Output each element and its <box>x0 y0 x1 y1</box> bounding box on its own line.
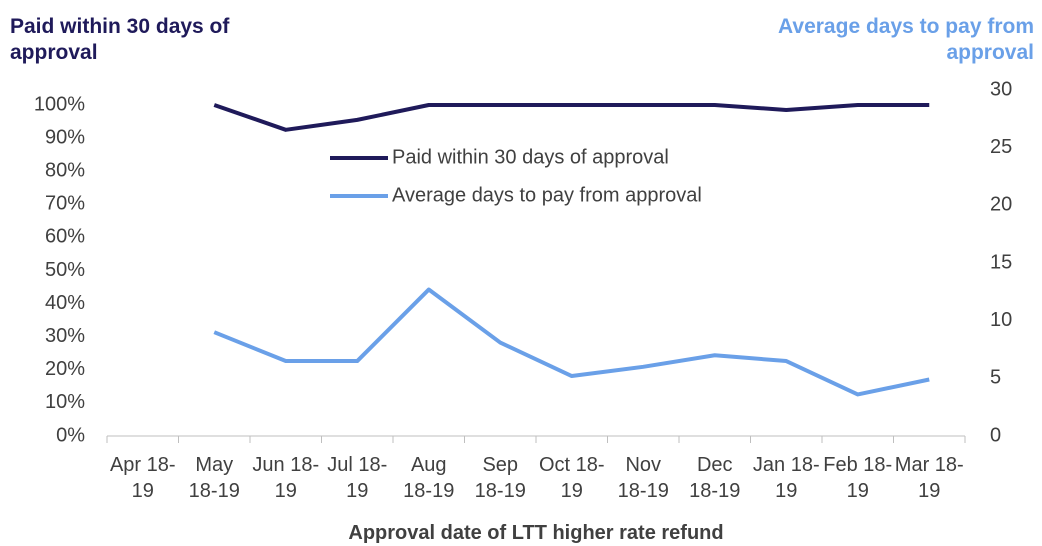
x-axis-title: Approval date of LTT higher rate refund <box>348 522 724 544</box>
x-tick-label: Aug 18-19 <box>403 454 455 502</box>
x-tick-label: Apr 18-19 <box>109 454 176 502</box>
y2-tick-label: 25 <box>990 136 1012 158</box>
y-tick-label: 50% <box>45 259 85 281</box>
y2-axis-title: Average days to pay from approval <box>778 15 1034 64</box>
series-line <box>213 287 930 397</box>
y2-tick-label: 5 <box>990 367 1001 389</box>
x-tick-label: Mar 18-19 <box>894 454 964 502</box>
x-tick-label: Jun 18-19 <box>252 454 320 502</box>
legend-label: Average days to pay from approval <box>392 184 702 206</box>
y-tick-label: 70% <box>45 193 85 215</box>
y-tick-label: 60% <box>45 226 85 248</box>
y-tick-label: 40% <box>45 292 85 314</box>
x-tick-label: Jan 18-19 <box>752 454 820 502</box>
y-tick-label: 20% <box>45 358 85 380</box>
x-tick-label: May 18-19 <box>188 454 240 502</box>
x-tick-label: Oct 18-19 <box>538 454 605 502</box>
y-tick-label: 30% <box>45 325 85 347</box>
y-axis-title: Paid within 30 days of approval <box>10 15 230 64</box>
x-tick-label: Nov 18-19 <box>617 454 669 502</box>
x-tick-label: Sep 18-19 <box>474 454 526 502</box>
y2-tick-label: 30 <box>990 78 1012 100</box>
y-tick-label: 100% <box>34 93 85 115</box>
y-tick-label: 10% <box>45 391 85 413</box>
y2-tick-label: 15 <box>990 251 1012 273</box>
y2-tick-label: 20 <box>990 194 1012 216</box>
y-tick-label: 90% <box>45 126 85 148</box>
y-tick-label: 0% <box>56 424 85 446</box>
y-tick-label: 80% <box>45 159 85 181</box>
x-tick-label: Feb 18-19 <box>823 454 893 502</box>
x-tick-label: Jul 18-19 <box>327 454 388 502</box>
y2-tick-label: 0 <box>990 424 1001 446</box>
y2-tick-label: 10 <box>990 309 1012 331</box>
series-line <box>213 103 930 132</box>
legend-label: Paid within 30 days of approval <box>392 146 669 168</box>
x-tick-label: Dec 18-19 <box>689 454 741 502</box>
